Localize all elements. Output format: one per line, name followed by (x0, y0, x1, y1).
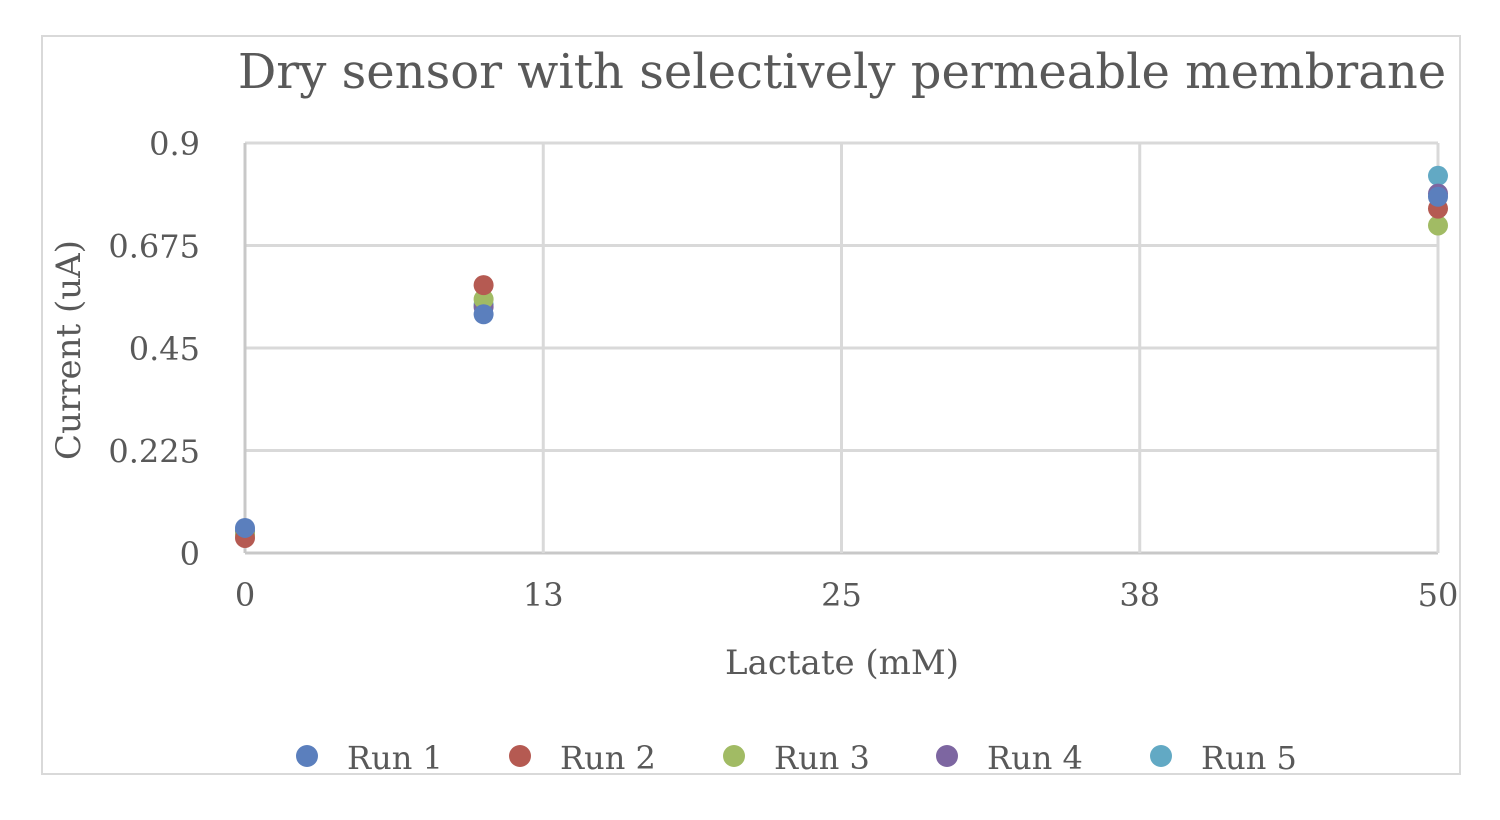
data-points (235, 165, 1448, 548)
x-tick-label: 13 (523, 576, 564, 614)
y-axis-label: Current (uA) (49, 240, 89, 460)
legend-label: Run 5 (1201, 739, 1297, 777)
legend-marker-icon (723, 745, 745, 767)
chart-frame (41, 35, 1461, 775)
legend-item-run-3: Run 3 (723, 739, 870, 777)
chart-title: Dry sensor with selectively permeable me… (238, 44, 1446, 100)
legend-label: Run 4 (987, 739, 1083, 777)
legend-marker-icon (509, 745, 531, 767)
data-point-run-2 (473, 275, 494, 296)
x-axis-label: Lactate (mM) (725, 643, 959, 683)
legend-marker-icon (296, 745, 318, 767)
data-point-run-1 (235, 517, 255, 538)
x-tick-label: 0 (235, 576, 255, 614)
legend-item-run-1: Run 1 (296, 739, 443, 777)
legend-label: Run 1 (347, 739, 443, 777)
y-tick-label: 0 (180, 535, 200, 573)
legend-label: Run 2 (560, 739, 656, 777)
y-tick-label: 0.225 (108, 433, 200, 471)
y-tick-label: 0.675 (108, 228, 200, 266)
data-point-run-1 (1428, 186, 1448, 207)
x-axis-ticks: 0 13 25 38 50 (235, 576, 1459, 614)
y-axis-ticks: 0 0.225 0.45 0.675 0.9 (108, 125, 200, 573)
x-tick-label: 25 (821, 576, 862, 614)
x-tick-label: 50 (1418, 576, 1459, 614)
gridlines (243, 141, 1440, 555)
legend-item-run-2: Run 2 (509, 739, 656, 777)
y-tick-label: 0.45 (129, 330, 200, 368)
legend-marker-icon (936, 745, 958, 767)
legend: Run 1 Run 2 Run 3 Run 4 Run 5 (296, 739, 1297, 777)
data-point-run-1 (473, 304, 494, 325)
legend-label: Run 3 (774, 739, 870, 777)
legend-item-run-4: Run 4 (936, 739, 1083, 777)
data-point-run-3 (473, 289, 494, 310)
data-point-run-5 (1428, 165, 1448, 186)
data-point-run-3 (1428, 215, 1448, 236)
legend-item-run-5: Run 5 (1150, 739, 1297, 777)
y-tick-label: 0.9 (149, 125, 200, 163)
x-tick-label: 38 (1119, 576, 1160, 614)
legend-marker-icon (1150, 745, 1172, 767)
